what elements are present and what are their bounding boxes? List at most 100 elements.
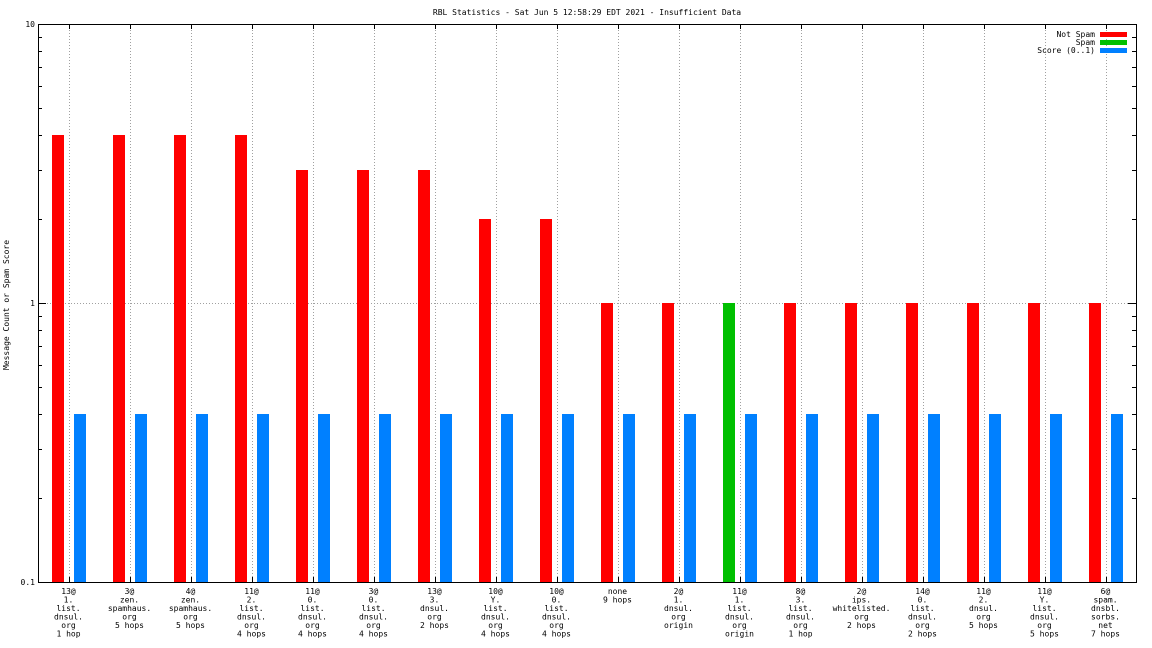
x-tick-label-line: Y. — [1040, 596, 1050, 605]
x-tick-label-line: list. — [361, 604, 385, 613]
x-tick-label-line: 1. — [735, 596, 745, 605]
bar — [1089, 303, 1101, 582]
x-tick-label-line: list. — [788, 604, 812, 613]
x-tick-label-line: dnsul. — [664, 604, 693, 613]
x-tick-label-line: 2@ — [857, 587, 867, 596]
x-tick-label-line: dnsul. — [481, 613, 510, 622]
x-tick-label: 11@ Y. list. dnsul. org 5 hops — [1030, 587, 1059, 639]
x-tick-label-line: 11@ — [305, 587, 320, 596]
x-tick-label-line: spam. — [1093, 596, 1117, 605]
x-tick-label-line: 1. — [674, 596, 684, 605]
x-tick-label-line: 11@ — [244, 587, 259, 596]
x-tick-label-line: org — [976, 613, 991, 622]
x-tick-label-line: 4 hops — [542, 630, 571, 639]
bar — [928, 414, 940, 582]
legend-swatch — [1100, 40, 1127, 45]
bar — [623, 414, 635, 582]
x-tick-label-line: dnsul. — [725, 613, 754, 622]
bar — [745, 414, 757, 582]
x-tick-label-line: dnsul. — [1030, 613, 1059, 622]
legend-label: Score (0..1) — [1037, 46, 1095, 55]
x-tick-label: 3@ zen. spamhaus. org 5 hops — [108, 587, 151, 630]
x-tick-label-line: 4 hops — [481, 630, 510, 639]
x-tick-label-line: list. — [1032, 604, 1056, 613]
bar — [662, 303, 674, 582]
x-tick-label-line: 0. — [552, 596, 562, 605]
x-tick-label: 6@ spam. dnsbl. sorbs. net 7 hops — [1091, 587, 1120, 639]
bar — [967, 303, 979, 582]
y-tick-label: 1 — [30, 299, 35, 308]
x-tick-label-line: 3. — [796, 596, 806, 605]
bar — [257, 414, 269, 582]
x-tick-label-line: ips. — [852, 596, 871, 605]
x-tick-label: 11@ 2. dnsul. org 5 hops — [969, 587, 998, 630]
x-tick-label-line: 1. — [64, 596, 74, 605]
x-tick-label-line: 2 hops — [908, 630, 937, 639]
y-tick-labels: 10 1 0.1 — [21, 20, 36, 587]
x-tick-label-line: org — [915, 621, 930, 630]
x-tick-label-line: org — [244, 621, 259, 630]
x-tick-label: 11@ 1. list. dnsul. org origin — [725, 587, 754, 639]
x-tick-label-line: 3. — [430, 596, 440, 605]
x-tick-label-line: zen. — [120, 596, 139, 605]
bar — [296, 170, 308, 582]
x-tick-label-line: 2 hops — [847, 621, 876, 630]
bar — [562, 414, 574, 582]
x-tick-label: 11@ 0. list. dnsul. org 4 hops — [298, 587, 327, 639]
x-tick-label-line: org — [305, 621, 320, 630]
x-tick-label-line: spamhaus. — [108, 604, 151, 613]
bar — [479, 219, 491, 582]
x-tick-label-line: 3@ — [125, 587, 135, 596]
x-tick-label-line: org — [549, 621, 564, 630]
x-tick-label-line: 14@ — [915, 587, 930, 596]
x-tick-label-line: none — [608, 587, 627, 596]
x-tick-label: 4@ zen. spamhaus. org 5 hops — [169, 587, 212, 630]
bar — [867, 414, 879, 582]
bar — [540, 219, 552, 582]
x-tick-label-line: zen. — [181, 596, 200, 605]
x-tick-label-line: org — [366, 621, 381, 630]
axis-ticks — [38, 24, 1136, 583]
x-tick-label-line: 3@ — [369, 587, 379, 596]
legend-swatch — [1100, 32, 1127, 37]
x-tick-label-line: dnsul. — [359, 613, 388, 622]
bar — [723, 303, 735, 582]
y-tick-label: 0.1 — [21, 578, 36, 587]
x-tick-label-line: dnsbl. — [1091, 604, 1120, 613]
x-tick-label: 2@ ips. whitelisted. org 2 hops — [833, 587, 891, 630]
bar — [784, 303, 796, 582]
bar — [418, 170, 430, 582]
x-tick-label-line: 5 hops — [176, 621, 205, 630]
x-tick-label-line: 11@ — [976, 587, 991, 596]
x-tick-label-line: list. — [300, 604, 324, 613]
x-tick-label-line: 6@ — [1101, 587, 1111, 596]
x-tick-label-line: 9 hops — [603, 596, 632, 605]
x-tick-label: 3@ 0. list. dnsul. org 4 hops — [359, 587, 388, 639]
bar — [135, 414, 147, 582]
x-tick-label-line: org — [1037, 621, 1052, 630]
legend-label: Not Spam — [1056, 30, 1095, 39]
x-tick-label-line: 1 hop — [56, 630, 80, 639]
x-tick-label-line: org — [427, 613, 442, 622]
x-tick-label-line: 2 hops — [420, 621, 449, 630]
x-tick-label-line: 2. — [979, 596, 989, 605]
x-tick-label-line: 10@ — [549, 587, 564, 596]
x-tick-label-line: dnsul. — [786, 613, 815, 622]
x-tick-label-line: origin — [725, 630, 754, 639]
bar — [379, 414, 391, 582]
x-tick-label-line: 2@ — [674, 587, 684, 596]
bar — [601, 303, 613, 582]
x-tick-label-line: sorbs. — [1091, 613, 1120, 622]
x-tick-label-line: list. — [239, 604, 263, 613]
chart-title: RBL Statistics - Sat Jun 5 12:58:29 EDT … — [433, 8, 741, 17]
x-tick-label-line: list. — [727, 604, 751, 613]
x-tick-label: 10@ 0. list. dnsul. org 4 hops — [542, 587, 571, 639]
x-tick-label-line: dnsul. — [298, 613, 327, 622]
bar — [845, 303, 857, 582]
x-tick-label-line: org — [488, 621, 503, 630]
x-tick-label-line: 7 hops — [1091, 630, 1120, 639]
bar — [235, 135, 247, 582]
bar — [357, 170, 369, 582]
